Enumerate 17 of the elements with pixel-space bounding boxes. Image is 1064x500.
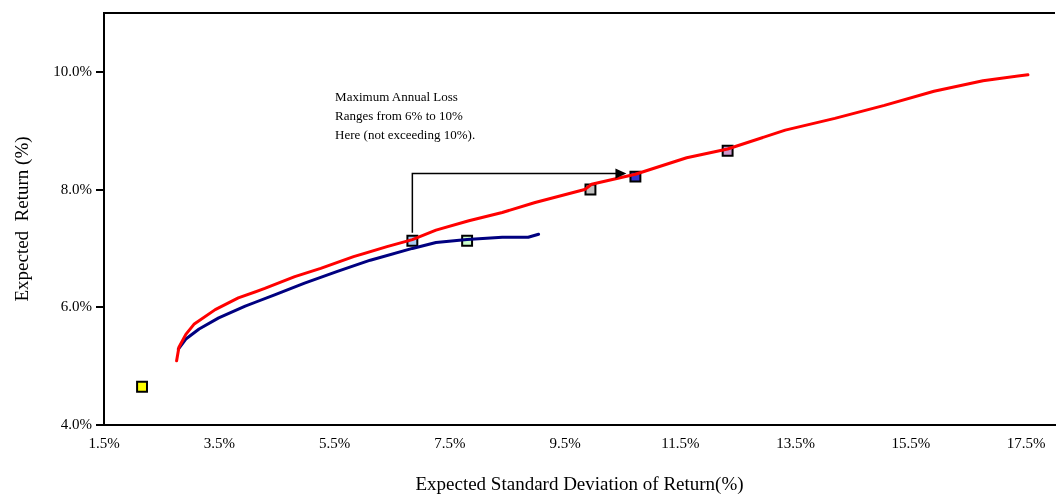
y-tick-label: 8.0% bbox=[60, 180, 92, 197]
x-axis-title: Expected Standard Deviation of Return(%) bbox=[415, 472, 744, 495]
y-tick-label: 4.0% bbox=[60, 415, 92, 432]
y-tick-label: 6.0% bbox=[60, 298, 92, 315]
x-tick-label: 5.5% bbox=[318, 434, 351, 451]
x-tick-label: 15.5% bbox=[891, 434, 931, 451]
x-tick-label: 13.5% bbox=[776, 434, 816, 451]
y-axis-title: Expected Return (%) bbox=[11, 136, 34, 302]
annotation: Maximum Annual Loss Ranges from 6% to 10% Here (not exceeding 10%). bbox=[335, 88, 476, 145]
point bbox=[136, 380, 148, 393]
x-tick-label: 3.5% bbox=[203, 434, 235, 451]
y-tick-label: 10.0% bbox=[53, 62, 92, 79]
x-tick-label: 1.5% bbox=[88, 434, 120, 451]
x-tick-label: 11.5% bbox=[661, 434, 700, 451]
x-tick-label: 7.5% bbox=[434, 434, 466, 451]
x-tick-label: 9.5% bbox=[549, 434, 581, 451]
x-tick-label: 17.5% bbox=[1006, 434, 1046, 451]
